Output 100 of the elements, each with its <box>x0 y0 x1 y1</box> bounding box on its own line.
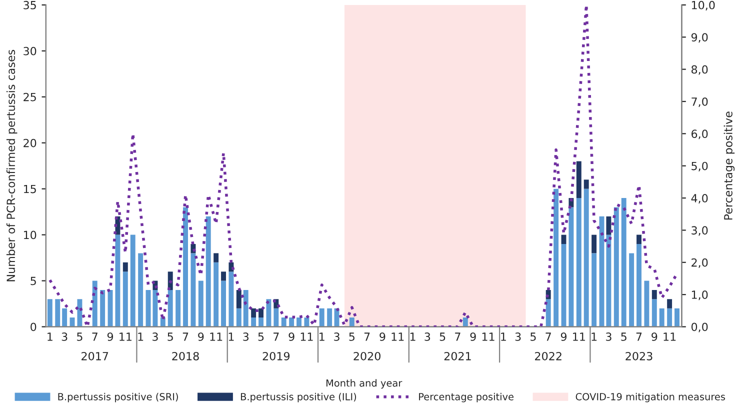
x-tick-label: 11 <box>392 332 404 341</box>
x-tick-label: 9 <box>107 332 114 341</box>
legend-label: B.pertussis positive (SRI) <box>58 392 178 402</box>
legend-label: B.pertussis positive (ILI) <box>240 392 356 402</box>
y-tick-label: 5 <box>30 276 36 286</box>
x-tick-label: 9 <box>198 332 204 341</box>
bar <box>462 318 468 327</box>
bar <box>652 290 657 300</box>
y2-tick-label: 8,0 <box>692 65 708 75</box>
y2-tick-label: 6,0 <box>692 130 708 140</box>
bar <box>221 280 226 327</box>
bar <box>221 272 226 281</box>
bar <box>667 299 672 308</box>
bar <box>296 318 302 327</box>
bar <box>621 198 626 327</box>
x-tick-label: 11 <box>573 332 585 341</box>
x2-tick-label: 2017 <box>82 352 108 360</box>
y2-tick-label: 0,0 <box>691 322 708 332</box>
bar <box>47 299 52 327</box>
x-tick-label: 7 <box>182 332 188 341</box>
y2-tick-label: 3,0 <box>692 226 708 236</box>
y-tick-label: 20 <box>24 138 36 148</box>
x-tick-label: 11 <box>300 332 313 341</box>
x-tick-label: 7 <box>455 332 460 341</box>
x2-tick-label: 2021 <box>444 352 471 360</box>
bar <box>652 299 657 327</box>
bar <box>236 308 242 327</box>
y-tick-label: 35 <box>24 0 36 10</box>
bar <box>327 308 332 327</box>
x-tick-label: 3 <box>424 332 430 341</box>
legend-label: COVID-19 mitigation measures <box>576 392 726 402</box>
bar <box>592 253 597 327</box>
y2-tick-label: 9,0 <box>691 33 708 43</box>
x-tick-label: 11 <box>482 332 494 341</box>
bar <box>274 308 279 327</box>
x-tick-label: 1 <box>228 332 234 341</box>
y-axis-title: Number of PCR-confirmed pertussis cases <box>6 50 18 282</box>
y-tick-label: 0 <box>30 322 36 332</box>
x-tick-label: 11 <box>120 332 132 341</box>
x-tick-label: 7 <box>546 332 551 341</box>
x-tick-label: 5 <box>168 332 173 341</box>
bar <box>266 299 272 327</box>
x-tick-label: 9 <box>288 332 294 341</box>
bar <box>258 308 264 318</box>
bar <box>251 308 256 318</box>
bar <box>674 308 680 327</box>
bar <box>70 318 75 327</box>
x-axis-title: Month and year <box>326 379 402 389</box>
x-tick-label: 9 <box>560 332 567 341</box>
bar <box>152 290 158 327</box>
x2-tick-label: 2020 <box>354 352 380 360</box>
bar <box>667 308 672 327</box>
y2-axis-title: Percentage positive <box>724 112 735 220</box>
x-tick-label: 7 <box>92 332 98 341</box>
bar <box>176 290 181 327</box>
x-tick-label: 3 <box>62 332 68 341</box>
bar <box>576 198 582 327</box>
y2-tick-label: 1,0 <box>692 290 708 300</box>
x-tick-label: 9 <box>380 332 386 341</box>
x-tick-label: 3 <box>152 332 158 341</box>
x-tick-label: 3 <box>243 332 249 341</box>
bar <box>214 253 219 262</box>
y2-tick-label: 7,0 <box>692 97 708 107</box>
x-tick-label: 1 <box>138 332 144 341</box>
bar <box>190 253 196 327</box>
x2-tick-label: 2022 <box>535 352 562 360</box>
x-tick-label: 5 <box>440 332 446 341</box>
bar <box>130 234 136 327</box>
bar <box>281 318 286 327</box>
x2-tick-label: 2023 <box>626 352 652 360</box>
x-tick-label: 5 <box>349 332 354 341</box>
bar <box>92 280 98 327</box>
x-tick-label: 9 <box>470 332 476 341</box>
x2-tick-label: 2018 <box>172 352 199 360</box>
x-tick-label: 5 <box>621 332 626 341</box>
x-tick-label: 1 <box>320 332 324 341</box>
y-tick-label: 25 <box>24 92 36 102</box>
bar <box>122 262 128 272</box>
x-tick-label: 11 <box>664 332 676 341</box>
bar <box>636 244 642 327</box>
bar <box>258 318 264 327</box>
x-tick-label: 1 <box>48 332 52 341</box>
bar <box>636 234 642 244</box>
x-tick-label: 3 <box>515 332 521 341</box>
bar <box>614 207 619 327</box>
x-tick-label: 1 <box>592 332 597 341</box>
y2-tick-label: 10,0 <box>692 0 715 10</box>
x-tick-label: 5 <box>77 332 82 341</box>
bar <box>606 234 612 327</box>
bar <box>584 188 589 327</box>
bar <box>592 234 597 254</box>
line-series <box>48 4 678 327</box>
bar <box>183 207 188 327</box>
bar <box>138 253 144 327</box>
bar <box>214 262 219 327</box>
bar <box>319 308 324 327</box>
bar <box>122 272 128 327</box>
bar <box>77 299 82 327</box>
bar <box>546 299 551 327</box>
x-tick-label: 7 <box>274 332 279 341</box>
